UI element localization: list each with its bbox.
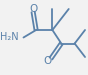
Text: H₂N: H₂N bbox=[0, 32, 19, 43]
Text: O: O bbox=[29, 4, 37, 14]
Text: O: O bbox=[44, 56, 52, 66]
